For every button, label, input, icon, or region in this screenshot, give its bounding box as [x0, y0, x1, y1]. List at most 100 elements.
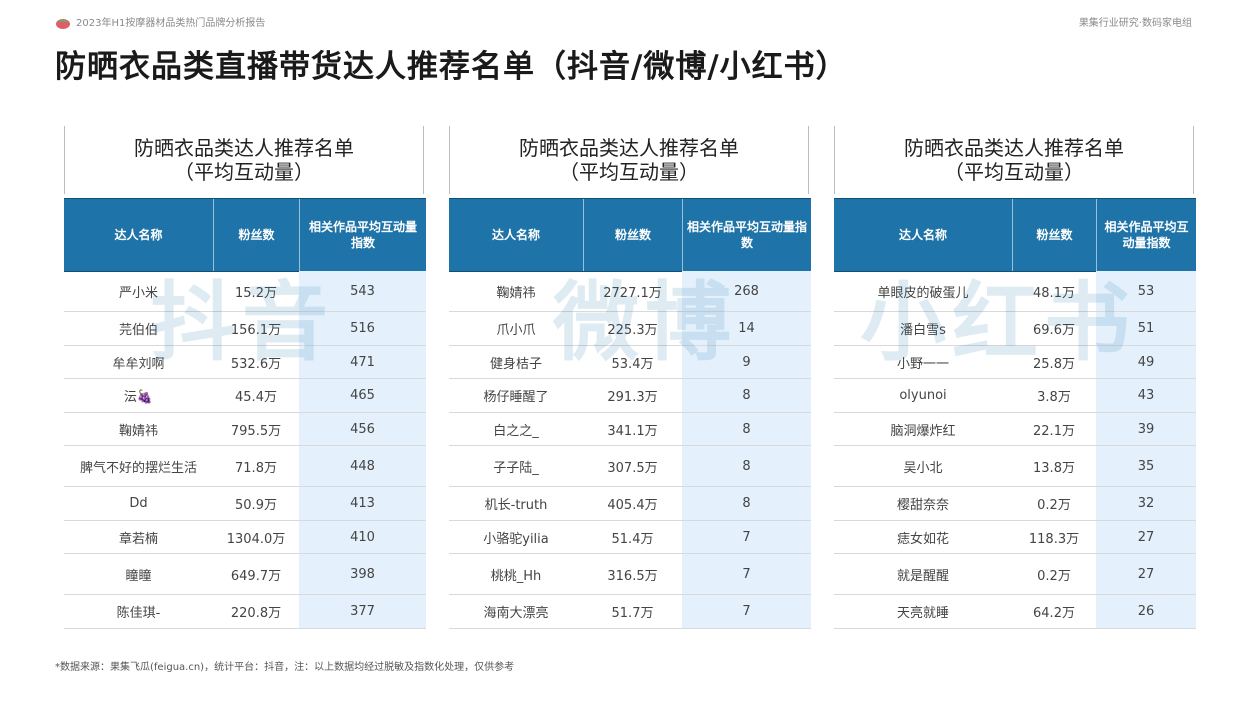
fans-count-cell: 45.4万	[235, 390, 277, 405]
table-row: 桃桃_Hh 316.5万 7	[449, 554, 811, 595]
interaction-index-cell: 35	[1096, 446, 1196, 486]
column-header: 达人名称	[491, 228, 540, 242]
column-header: 相关作品平均互动量指数	[682, 199, 811, 271]
influencer-name-cell: 樱甜奈奈	[896, 498, 949, 513]
table-row: 潘白雪s 69.6万 51	[834, 312, 1196, 346]
table-row: 小野一一 25.8万 49	[834, 346, 1196, 379]
influencer-name-cell: 海南大漂亮	[483, 606, 549, 621]
table-row: 沄🍇 45.4万 465	[64, 379, 426, 413]
panel-title-line1: 防晒衣品类达人推荐名单	[134, 136, 354, 160]
panel-title-line2: （平均互动量）	[559, 160, 699, 184]
fans-count-cell: 156.1万	[230, 323, 282, 338]
panel-0: 防晒衣品类达人推荐名单 （平均互动量） 达人名称 粉丝数 相关作品平均互动量指数 严小米 1…	[64, 126, 426, 629]
table-row: 机长-truth 405.4万 8	[449, 487, 811, 521]
interaction-index-cell: 7	[682, 595, 811, 628]
table-row: 天亮就睡 64.2万 26	[834, 595, 1196, 629]
influencer-name-cell: 白之之_	[493, 423, 539, 439]
influencer-name-cell: 陈佳琪-	[116, 606, 161, 621]
interaction-index-cell: 7	[682, 554, 811, 594]
influencer-name-cell: 脾气不好的摆烂生活	[79, 460, 197, 476]
table-row: 脾气不好的摆烂生活 71.8万 448	[64, 446, 426, 487]
table-row: 严小米 15.2万 543	[64, 271, 426, 312]
fans-count-cell: 118.3万	[1028, 531, 1080, 547]
influencer-name-cell: 鞠婧祎	[496, 285, 536, 301]
influencer-name-cell: 严小米	[118, 285, 158, 301]
influencer-name-cell: 桃桃_Hh	[490, 568, 542, 584]
column-header: 相关作品平均互动量指数	[1096, 199, 1196, 271]
panel-title-line2: （平均互动量）	[174, 160, 314, 184]
influencer-name-cell: 瞳瞳	[125, 568, 152, 584]
interaction-index-cell: 39	[1096, 413, 1196, 445]
influencer-name-cell: 潘白雪s	[900, 323, 946, 338]
table-header: 达人名称 粉丝数 相关作品平均互动量指数	[449, 198, 811, 272]
table-row: 脑洞爆炸红 22.1万 39	[834, 413, 1196, 446]
interaction-index-cell: 471	[299, 346, 426, 378]
top-bar: 2023年H1按摩器材品类热门品牌分析报告 果集行业研究·数码家电组	[0, 0, 1250, 40]
table-row: 章若楠 1304.0万 410	[64, 521, 426, 554]
fans-count-cell: 316.5万	[607, 568, 658, 584]
interaction-index-cell: 8	[682, 379, 811, 412]
table-row: 芫伯伯 156.1万 516	[64, 312, 426, 346]
interaction-index-cell: 51	[1096, 312, 1196, 345]
interaction-index-cell: 268	[682, 271, 811, 311]
table-row: 陈佳琪- 220.8万 377	[64, 595, 426, 629]
influencer-name-cell: Dd	[129, 496, 148, 511]
column-header: 粉丝数	[583, 199, 682, 271]
fans-count-cell: 25.8万	[1033, 356, 1075, 372]
footnote: *数据来源：果集飞瓜(feigua.cn)，统计平台：抖音，注：以上数据均经过脱…	[55, 662, 515, 673]
interaction-index-cell: 53	[1096, 271, 1196, 311]
fans-count-cell: 48.1万	[1033, 285, 1075, 301]
table-row: 爪小爪 225.3万 14	[449, 312, 811, 346]
panel-title: 防晒衣品类达人推荐名单 （平均互动量）	[64, 126, 424, 194]
fans-count-cell: 291.3万	[607, 390, 658, 405]
page-title: 防晒衣品类直播带货达人推荐名单（抖音/微博/小红书）	[55, 49, 848, 85]
influencer-name-cell: 牟牟刘啊	[112, 356, 165, 372]
influencer-name-cell: 芫伯伯	[118, 323, 158, 338]
fans-count-cell: 3.8万	[1037, 390, 1071, 405]
fans-count-cell: 307.5万	[607, 460, 658, 476]
interaction-index-cell: 516	[299, 312, 426, 345]
panel-title: 防晒衣品类达人推荐名单 （平均互动量）	[449, 126, 809, 194]
table-row: 白之之_ 341.1万 8	[449, 413, 811, 446]
fans-count-cell: 51.7万	[611, 606, 654, 621]
column-header: 粉丝数	[1012, 199, 1096, 271]
influencer-name-cell: 机长-truth	[484, 498, 548, 513]
interaction-index-cell: 413	[299, 487, 426, 520]
fans-count-cell: 50.9万	[235, 498, 277, 513]
influencer-name-cell: 单眼皮的破蛋儿	[877, 285, 969, 301]
interaction-index-cell: 27	[1096, 521, 1196, 553]
influencer-name-cell: 就是醒醒	[896, 568, 949, 584]
table-row: 健身桔子 53.4万 9	[449, 346, 811, 379]
fans-count-cell: 0.2万	[1037, 568, 1071, 584]
fans-count-cell: 795.5万	[230, 423, 282, 439]
fans-count-cell: 2727.1万	[603, 285, 662, 301]
interaction-index-cell: 456	[299, 413, 426, 445]
column-header: 粉丝数	[213, 199, 299, 271]
fans-count-cell: 15.2万	[235, 285, 277, 301]
fans-count-cell: 532.6万	[230, 356, 282, 372]
column-header: 达人名称	[898, 228, 947, 242]
table-body: 鞠婧祎 2727.1万 268 爪小爪 225.3万 14 健身桔子 53.4万 9 杨仔睡醒了 2…	[449, 271, 811, 629]
fans-count-cell: 53.4万	[611, 356, 654, 372]
interaction-index-cell: 49	[1096, 346, 1196, 378]
table-row: 鞠婧祎 795.5万 456	[64, 413, 426, 446]
influencer-name-cell: 鞠婧祎	[118, 423, 158, 439]
table-row: 杨仔睡醒了 291.3万 8	[449, 379, 811, 413]
panel-title-line1: 防晒衣品类达人推荐名单	[519, 136, 739, 160]
table-row: 瞳瞳 649.7万 398	[64, 554, 426, 595]
interaction-index-cell: 27	[1096, 554, 1196, 594]
table-row: Dd 50.9万 413	[64, 487, 426, 521]
panel-1: 防晒衣品类达人推荐名单 （平均互动量） 达人名称 粉丝数 相关作品平均互动量指数鞠婧祎 2…	[449, 126, 811, 629]
table-row: 海南大漂亮 51.7万 7	[449, 595, 811, 629]
table-body: 严小米 15.2万 543 芫伯伯 156.1万 516 牟牟刘啊 532.6万 471 沄🍇 45…	[64, 271, 426, 629]
influencer-name-cell: 吴小北	[903, 460, 943, 476]
table-row: 鞠婧祎 2727.1万 268	[449, 271, 811, 312]
influencer-name-cell: 小野一一	[896, 356, 949, 372]
table-header: 达人名称 粉丝数 相关作品平均互动量指数	[64, 198, 426, 272]
table-row: 牟牟刘啊 532.6万 471	[64, 346, 426, 379]
panel-title: 防晒衣品类达人推荐名单 （平均互动量）	[834, 126, 1194, 194]
report-title: 2023年H1按摩器材品类热门品牌分析报告	[76, 18, 266, 29]
interaction-index-cell: 32	[1096, 487, 1196, 520]
interaction-index-cell: 14	[682, 312, 811, 345]
logo-icon	[56, 19, 70, 29]
